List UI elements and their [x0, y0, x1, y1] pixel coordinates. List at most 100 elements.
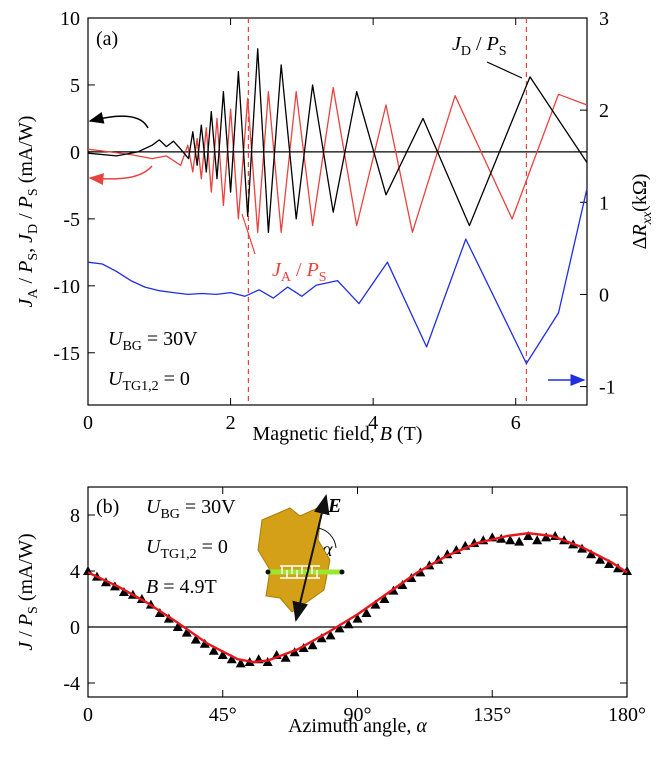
series-line	[87, 86, 588, 233]
series-line	[87, 188, 588, 365]
text-run: BG	[160, 507, 179, 522]
data-point	[316, 633, 327, 643]
data-point	[586, 549, 597, 559]
text-run: S	[26, 606, 41, 614]
data-point	[379, 594, 390, 603]
inset-label: E	[327, 495, 341, 517]
x-tick-label: 0	[83, 704, 93, 726]
text-run: U	[146, 496, 162, 518]
data-point	[181, 627, 192, 637]
data-point	[298, 643, 309, 652]
y-tick-label: 8	[70, 505, 80, 527]
y-tick-label: 5	[70, 75, 80, 97]
text-run: R	[629, 224, 651, 237]
annotation: JA / PS	[272, 259, 327, 285]
data-point	[397, 580, 408, 589]
device-inset	[257, 494, 345, 622]
annotation: UBG = 30V	[108, 328, 198, 354]
text-run: = 30V	[142, 328, 198, 350]
y-tick-label: 0	[70, 617, 80, 639]
text-run: = 0	[197, 536, 228, 558]
annotation: B = 4.9T	[146, 576, 217, 598]
x-tick-label: 0	[83, 412, 93, 434]
text-run: = 30V	[180, 496, 236, 518]
data-point	[154, 608, 165, 617]
axis-pointer	[88, 112, 149, 129]
text-run: (T)	[392, 423, 423, 445]
text-run: /	[15, 208, 37, 224]
plot-frame	[87, 17, 588, 406]
y-tick-label: 0	[70, 142, 80, 164]
text-run: S	[26, 253, 41, 261]
text-run: (kΩ)	[629, 174, 651, 212]
data-point	[514, 536, 525, 546]
data-point	[118, 587, 129, 596]
data-point	[226, 654, 237, 664]
text-run: (mA/W)	[15, 533, 37, 606]
text-run: J	[272, 259, 282, 281]
text-run: Azimuth angle,	[288, 715, 416, 737]
text-run: BG	[122, 339, 141, 354]
annotation: UTG1,2 = 0	[146, 536, 228, 562]
text-run: D	[461, 44, 471, 59]
data-point	[343, 619, 354, 629]
x-tick-label: 2	[226, 412, 236, 434]
text-run: ,	[15, 243, 37, 253]
label-leader	[241, 213, 256, 255]
text-run: B	[380, 423, 392, 445]
panel-label: (b)	[96, 496, 119, 518]
data-point	[280, 652, 291, 662]
text-run: /	[471, 33, 487, 55]
text-run: J	[15, 641, 37, 651]
data-point	[235, 658, 246, 668]
y2-tick-label: 3	[599, 8, 609, 30]
data-point	[370, 599, 381, 609]
y2-axis-label: ΔRxx(kΩ)	[629, 174, 655, 250]
series-line	[87, 48, 588, 233]
data-point	[307, 640, 318, 650]
data-point	[199, 638, 210, 648]
x-axis-label: Azimuth angle, α	[288, 715, 427, 737]
text-run: P	[15, 261, 37, 274]
annotation: UBG = 30V	[146, 496, 236, 522]
text-run: S	[319, 270, 327, 285]
panel-label: (a)	[96, 28, 118, 50]
y2-tick-label: -1	[599, 377, 616, 399]
y-tick-label: -10	[53, 276, 80, 298]
y2-tick-label: 1	[599, 192, 609, 214]
series-line	[87, 532, 628, 664]
x-tick-label: 4	[368, 412, 378, 434]
text-run: α	[416, 715, 427, 737]
y-tick-label: -15	[53, 343, 80, 365]
text-run: = 4.9T	[158, 576, 217, 598]
text-run: S	[26, 188, 41, 196]
data-point	[505, 535, 516, 545]
x-tick-label: 45°	[209, 704, 237, 726]
text-run: P	[306, 259, 319, 281]
text-run: A	[26, 288, 41, 299]
text-run: P	[15, 614, 37, 627]
text-run: Δ	[629, 236, 651, 249]
text-run: (mA/W)	[15, 116, 37, 189]
data-point	[217, 650, 228, 659]
axis-pointer	[88, 165, 153, 186]
text-run: TG1,2	[122, 379, 158, 394]
annotation: JD / PS	[452, 33, 507, 59]
data-point	[172, 622, 183, 631]
x-axis-label: Magnetic field, B (T)	[253, 423, 423, 445]
data-point	[604, 559, 615, 568]
text-run: U	[146, 536, 162, 558]
text-run: /	[15, 273, 37, 289]
data-point	[532, 535, 543, 545]
text-run: xx	[640, 211, 655, 225]
text-run: D	[26, 224, 41, 234]
text-run: P	[15, 196, 37, 209]
data-point	[208, 645, 219, 655]
text-run: /	[15, 626, 37, 642]
text-run: U	[108, 368, 124, 390]
annotation: UTG1,2 = 0	[108, 368, 190, 394]
y2-tick-label: 0	[599, 284, 609, 306]
